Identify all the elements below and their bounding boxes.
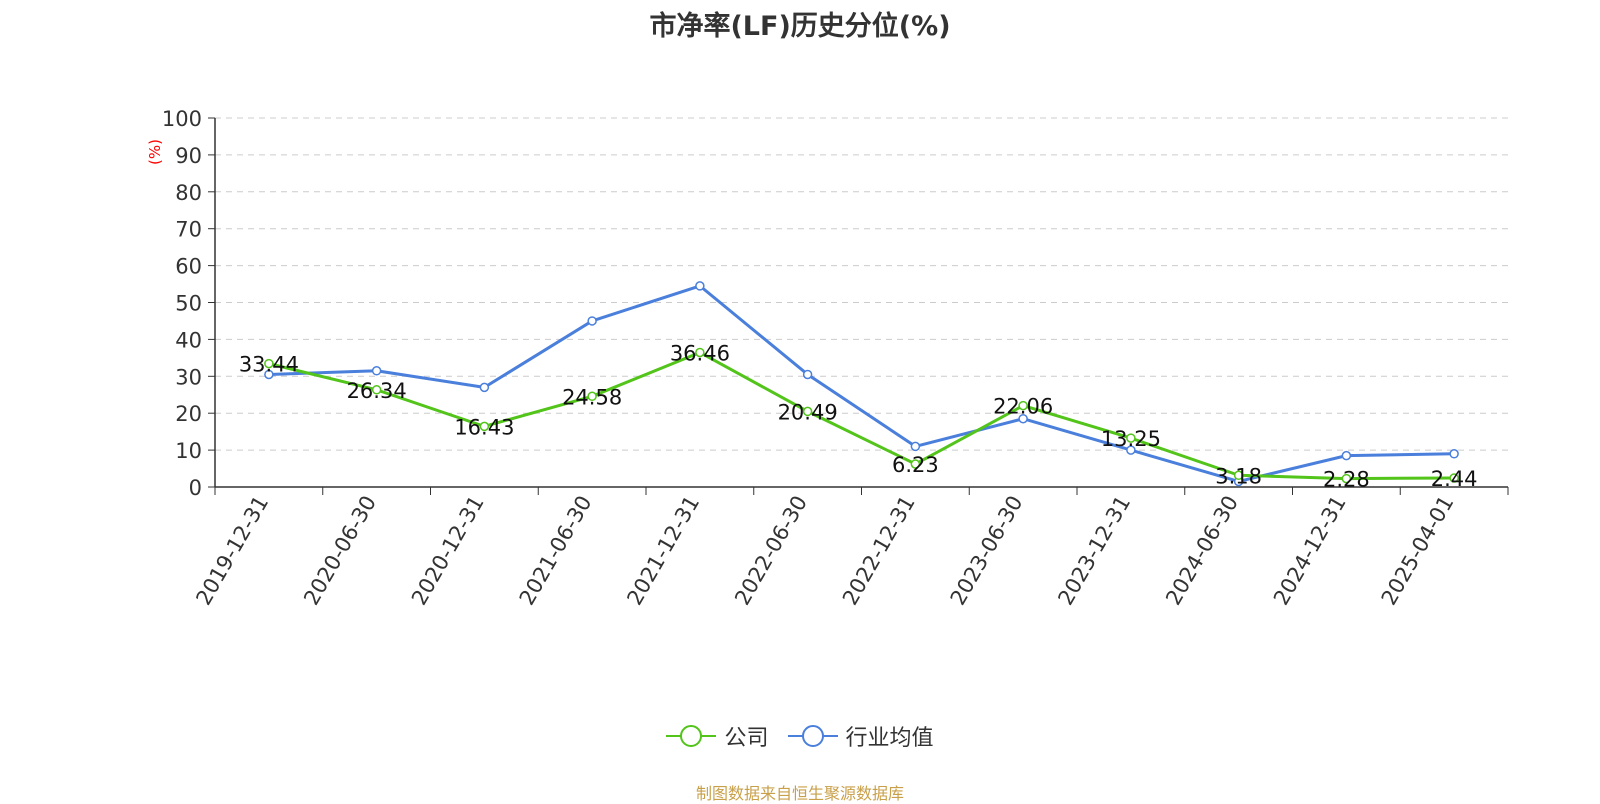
data-point-industry-avg-2	[479, 382, 490, 393]
data-point-industry-avg-8	[1126, 445, 1136, 455]
data-label-company-4: 36.46	[670, 341, 730, 365]
legend-swatch-company	[666, 725, 717, 747]
data-label-company-7: 22.06	[993, 395, 1053, 419]
data-point-industry-avg-11	[1449, 449, 1459, 459]
data-point-industry-avg-6	[910, 441, 921, 452]
data-point-company-10	[1341, 473, 1352, 484]
legend-label-industry-avg: 行业均值	[845, 726, 934, 751]
y-tick-label-10: 10	[175, 439, 202, 463]
y-tick-label-0: 0	[189, 476, 202, 500]
y-tick-label-30: 30	[175, 365, 202, 389]
y-tick-label-40: 40	[175, 328, 202, 352]
data-point-company-5	[802, 406, 813, 417]
y-tick-label-50: 50	[175, 292, 202, 316]
data-point-company-6	[910, 459, 921, 469]
data-label-company-5: 20.49	[778, 400, 838, 424]
x-tick-label-2022-12-31: 2022-12-31	[838, 492, 920, 610]
data-label-company-8: 13.25	[1101, 427, 1161, 451]
data-point-company-11	[1449, 473, 1459, 483]
legend-item-company[interactable]: 公司	[666, 720, 769, 752]
data-label-company-9: 3.18	[1215, 464, 1262, 488]
data-point-industry-avg-5	[802, 369, 813, 380]
x-tick-label-2023-06-30: 2023-06-30	[946, 492, 1028, 610]
data-label-company-0: 33.44	[239, 353, 299, 377]
data-label-company-1: 26.34	[347, 379, 407, 403]
data-label-company-3: 24.58	[562, 385, 622, 409]
data-label-company-11: 2.44	[1431, 467, 1478, 491]
y-tick-label-60: 60	[175, 255, 202, 279]
data-point-industry-avg-7	[1018, 413, 1028, 424]
y-tick-label-70: 70	[175, 218, 202, 242]
x-tick-label-2019-12-31: 2019-12-31	[191, 492, 273, 610]
legend-item-industry-avg[interactable]: 行业均值	[787, 720, 934, 752]
data-label-company-2: 16.43	[454, 415, 514, 439]
x-tick-label-2024-12-31: 2024-12-31	[1269, 492, 1351, 610]
data-point-industry-avg-0	[264, 369, 274, 380]
y-tick-label-20: 20	[175, 402, 202, 426]
x-tick-label-2021-06-30: 2021-06-30	[515, 492, 597, 610]
y-tick-label-90: 90	[175, 144, 202, 168]
data-point-industry-avg-3	[587, 316, 597, 326]
data-point-company-9	[1233, 470, 1244, 481]
data-point-company-4	[695, 347, 705, 358]
x-tick-label-2020-12-31: 2020-12-31	[407, 492, 489, 610]
x-tick-label-2023-12-31: 2023-12-31	[1053, 492, 1135, 610]
data-point-company-3	[587, 391, 597, 402]
legend: 公司 行业均值	[0, 720, 1600, 754]
data-source-note: 制图数据来自恒生聚源数据库	[695, 784, 904, 803]
x-tick-label-2025-04-01: 2025-04-01	[1377, 492, 1459, 610]
chart-canvas: 0 10 20 30 40 50 60 70 80 90 100 (%) 2019-12-31 2020-…	[146, 107, 1509, 610]
y-tick-label-100: 100	[162, 107, 202, 131]
chart-title: 市净率(LF)历史分位(%)	[649, 11, 951, 42]
legend-swatch-industry-avg	[787, 725, 838, 747]
data-label-company-10: 2.28	[1323, 468, 1370, 492]
data-point-company-7	[1018, 400, 1028, 411]
x-tick-label-2021-12-31: 2021-12-31	[622, 492, 704, 610]
x-tick-label-2024-06-30: 2024-06-30	[1161, 492, 1243, 610]
x-tick-label-2020-06-30: 2020-06-30	[299, 492, 381, 610]
x-tick-label-2022-06-30: 2022-06-30	[730, 492, 812, 610]
data-point-company-2	[479, 421, 490, 432]
data-point-company-0	[264, 358, 274, 369]
data-point-company-8	[1126, 433, 1136, 443]
data-point-company-1	[371, 385, 382, 395]
data-point-industry-avg-1	[371, 366, 382, 376]
y-axis-unit-label: (%)	[146, 139, 164, 165]
y-tick-label-80: 80	[175, 181, 202, 205]
series-line-company	[268, 350, 1455, 481]
data-point-industry-avg-10	[1341, 450, 1352, 461]
data-label-company-6: 6.23	[892, 453, 939, 477]
data-point-industry-avg-4	[695, 281, 705, 291]
legend-label-company: 公司	[724, 726, 769, 751]
series-line-industry-avg	[268, 284, 1455, 483]
